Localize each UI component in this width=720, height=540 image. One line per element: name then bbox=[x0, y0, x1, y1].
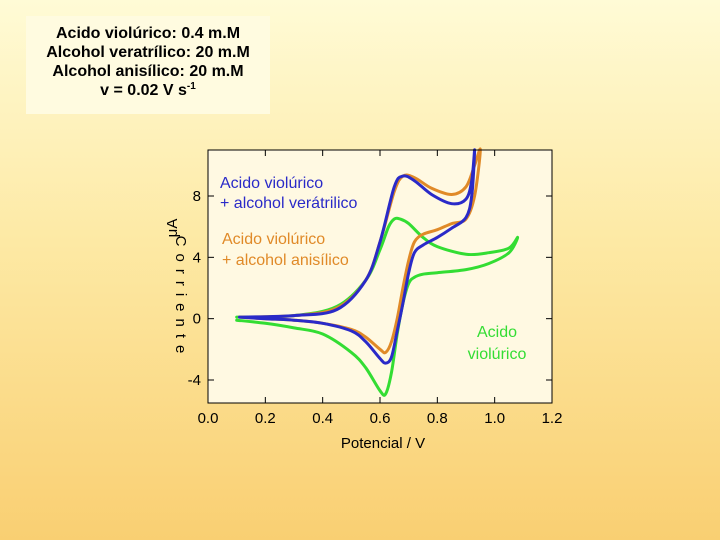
conditions-line-anisilico: Alcohol anisílico: 20 m.M bbox=[52, 63, 244, 80]
conditions-box: Acido violúrico: 0.4 m.M Alcohol veratrí… bbox=[26, 16, 270, 114]
curves-group bbox=[235, 147, 520, 397]
x-axis-ticks: 0.0 0.2 0.4 0.6 0.8 1.0 1.2 bbox=[198, 150, 563, 427]
series-label-anisilico: + alcohol anisílico bbox=[222, 252, 349, 269]
y-axis-unit: μA bbox=[164, 219, 181, 238]
series-label-violurico: violúrico bbox=[468, 346, 527, 363]
x-tick-label: 0.4 bbox=[312, 410, 333, 427]
series-labels: Acido violúrico Acido violúrico + alcohol a… bbox=[220, 175, 526, 363]
y-tick-label: 0 bbox=[193, 311, 201, 328]
x-tick-label: 1.2 bbox=[542, 410, 563, 427]
y-axis-label: Corriente bbox=[172, 236, 189, 361]
scan-rate-exponent: -1 bbox=[186, 81, 196, 92]
x-axis-label: Potencial / V bbox=[341, 435, 425, 452]
series-label-veratrilico: Acido violúrico bbox=[220, 175, 323, 192]
x-tick-label: 0.8 bbox=[427, 410, 448, 427]
curve-violurico bbox=[235, 216, 520, 397]
conditions-line-veratrilico: Alcohol veratrílico: 20 m.M bbox=[46, 44, 250, 61]
curve-veratrilico bbox=[238, 148, 477, 365]
y-tick-label: -4 bbox=[188, 372, 201, 389]
series-label-anisilico: Acido violúrico bbox=[222, 231, 325, 248]
x-tick-label: 0.0 bbox=[198, 410, 219, 427]
series-label-veratrilico: + alcohol verátrilico bbox=[220, 195, 358, 212]
y-tick-label: 8 bbox=[193, 188, 201, 205]
x-tick-label: 1.0 bbox=[484, 410, 505, 427]
series-label-violurico: Acido bbox=[477, 324, 517, 341]
x-tick-label: 0.2 bbox=[255, 410, 276, 427]
plot-area bbox=[208, 150, 552, 403]
conditions-line-scan-rate: v = 0.02 V s-1 bbox=[26, 81, 270, 100]
y-axis-ticks: 8 4 0 -4 bbox=[188, 188, 552, 389]
conditions-line-violurico: Acido violúrico: 0.4 m.M bbox=[55, 25, 241, 42]
x-tick-label: 0.6 bbox=[370, 410, 391, 427]
y-tick-label: 4 bbox=[193, 249, 201, 266]
scan-rate-text: v = 0.02 V s bbox=[100, 82, 187, 99]
